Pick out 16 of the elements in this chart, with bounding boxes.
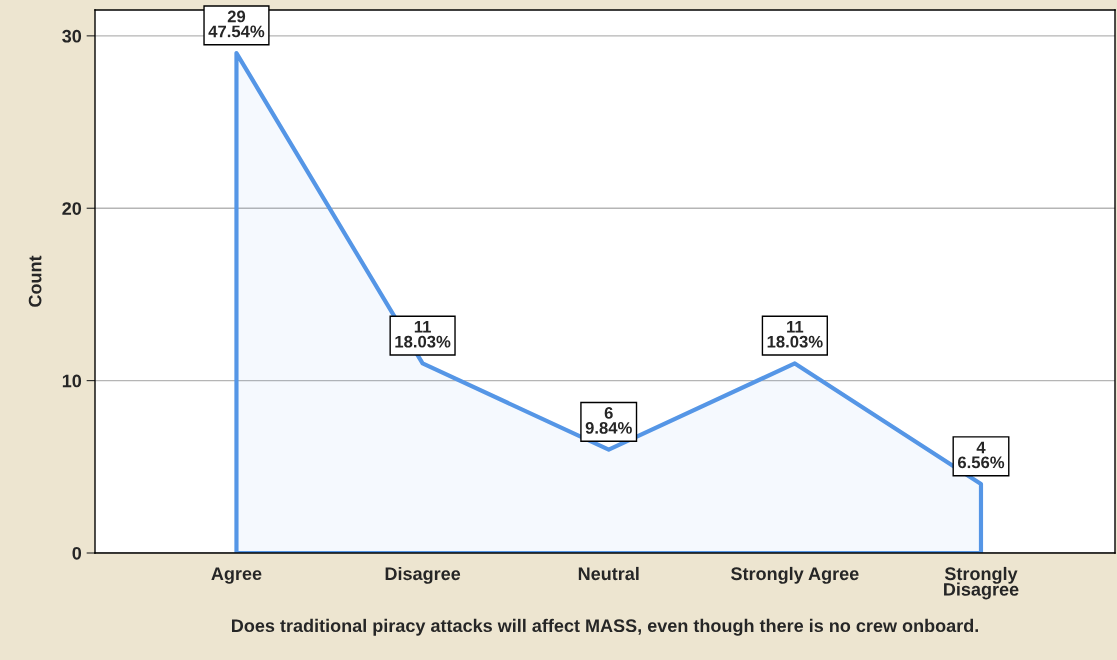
y-tick-label: 10 — [62, 374, 82, 388]
x-tick-label: Agree — [211, 567, 262, 584]
y-tick-label: 0 — [72, 546, 82, 560]
y-tick-label: 20 — [62, 202, 82, 215]
x-tick-label: Strongly Disagree — [944, 566, 1019, 600]
data-label: 11 18.03% — [395, 321, 451, 348]
data-label: 4 6.56% — [957, 441, 1005, 469]
y-axis-title: Count — [28, 255, 42, 307]
x-tick-label: Disagree — [385, 566, 461, 584]
data-label: 29 47.54% — [208, 10, 265, 38]
data-label: 6 9.84% — [585, 407, 632, 434]
y-tick-label: 30 — [62, 29, 82, 43]
data-label: 11 18.03% — [767, 321, 823, 348]
x-axis-title: Does traditional piracy attacks will affect MASS, even though there is no crew onboard. — [232, 618, 979, 636]
x-tick-label: Neutral — [578, 566, 639, 581]
x-tick-label: Strongly Agree — [731, 566, 859, 584]
